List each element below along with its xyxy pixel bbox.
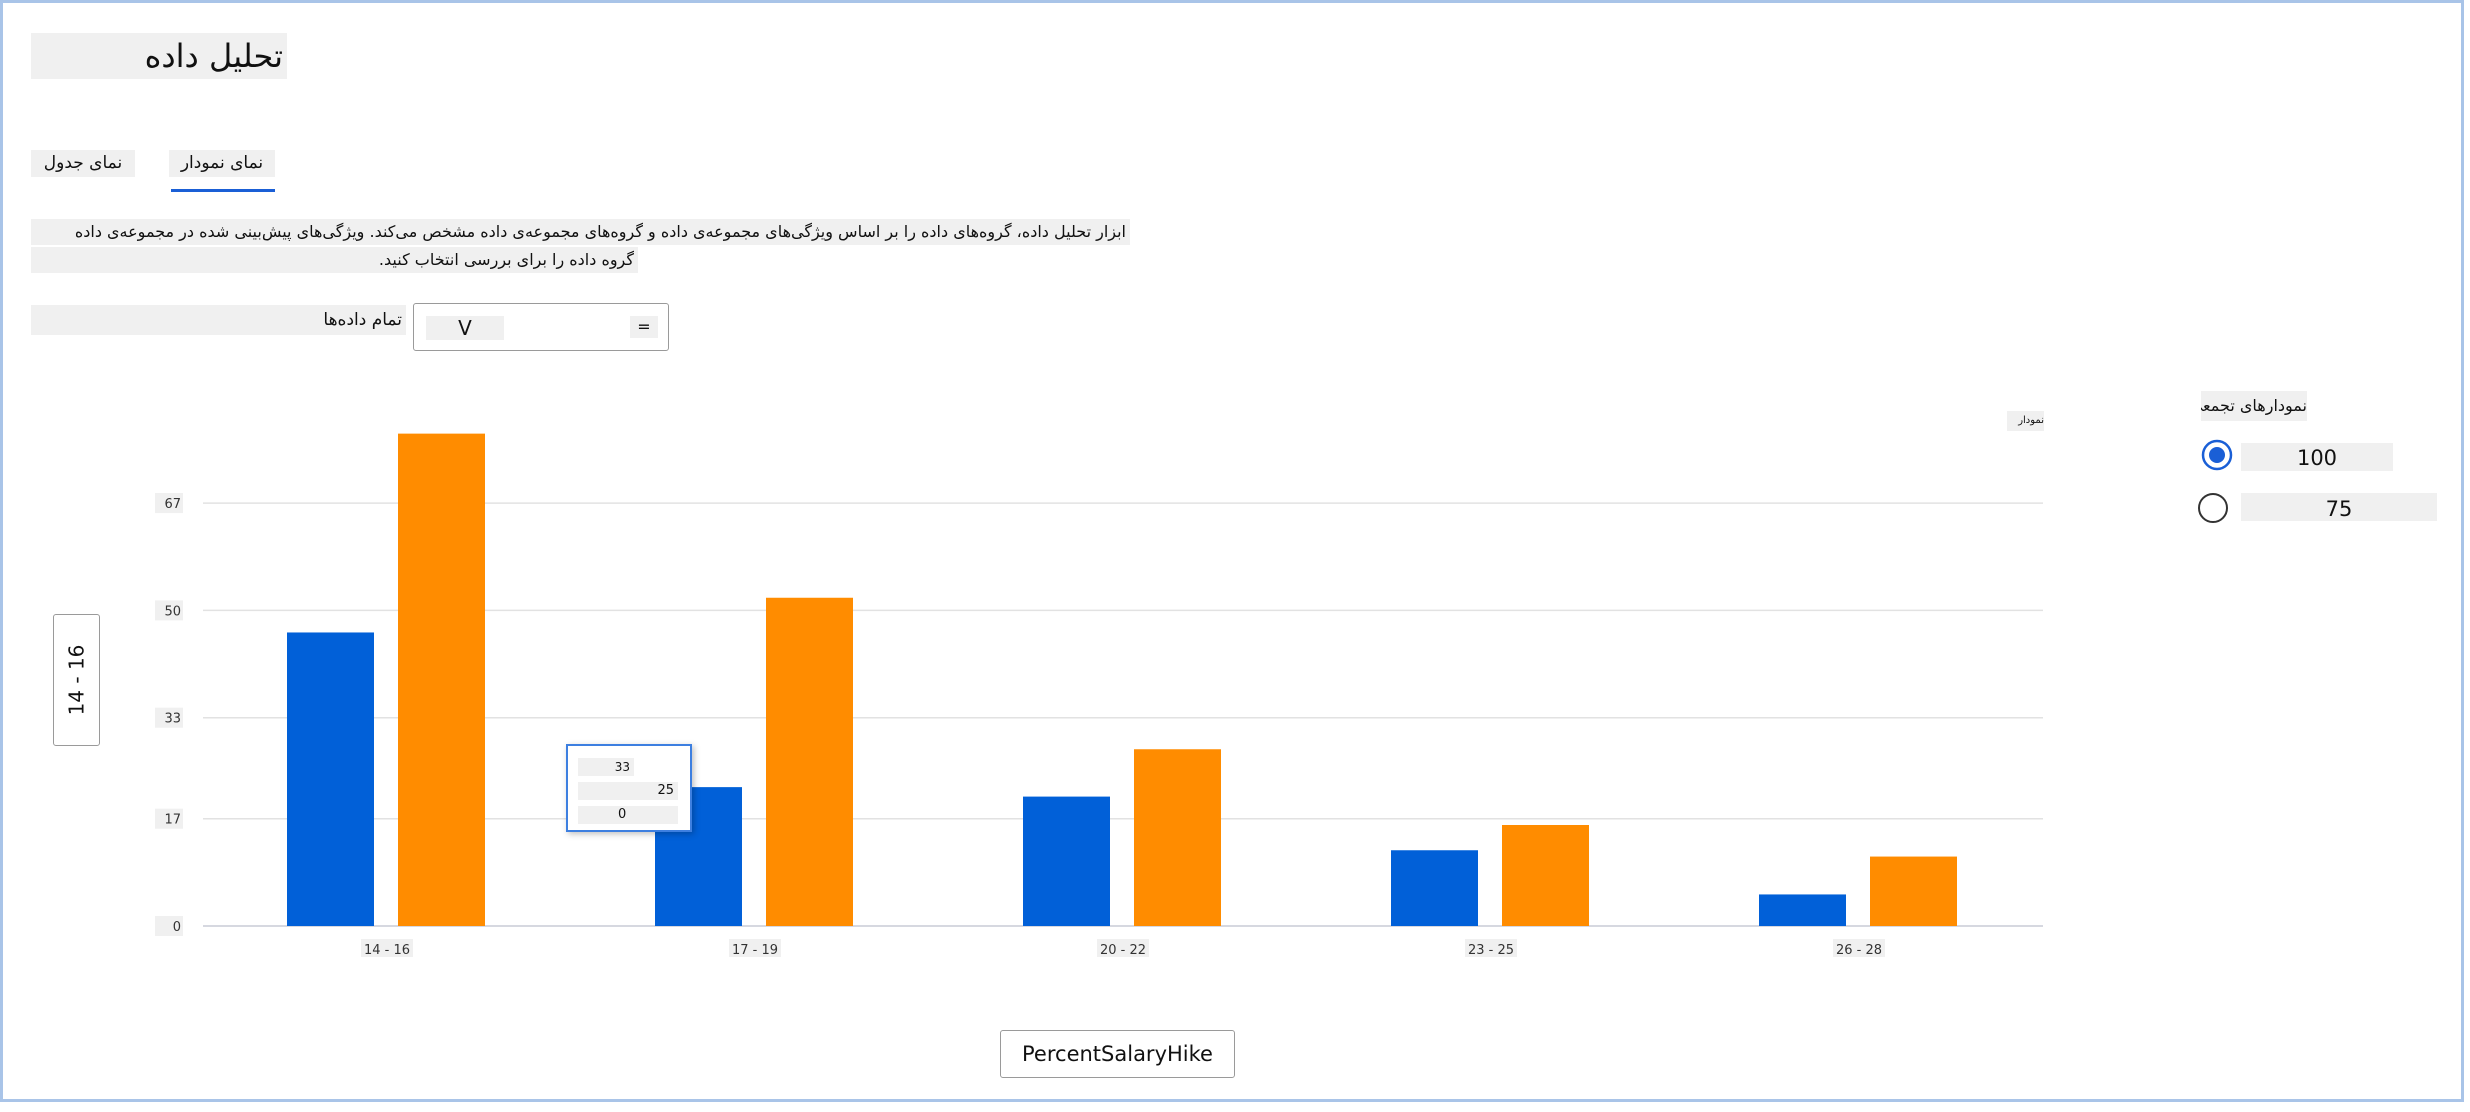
filter-dropdown[interactable]: V = xyxy=(413,303,669,351)
y-tick-label: 33 xyxy=(164,712,181,727)
bar xyxy=(287,632,374,926)
dropdown-operator: = xyxy=(630,316,658,338)
y-axis-selector[interactable]: 14 - 16 xyxy=(53,614,100,746)
y-tick-label: 67 xyxy=(164,497,181,512)
tooltip: 33 25 0 xyxy=(566,744,692,832)
panel-title: نمودارهای تجمعی xyxy=(2201,391,2307,421)
tick-label-bg xyxy=(361,939,413,957)
dropdown-value: V xyxy=(426,316,504,340)
bar xyxy=(1391,850,1478,926)
tab-active[interactable]: نمای نمودار xyxy=(169,150,275,177)
y-tick-label: 50 xyxy=(164,604,181,619)
y-tick-label: 17 xyxy=(164,813,181,828)
tick-label-bg xyxy=(155,493,183,514)
radio-label: 75 xyxy=(2241,493,2437,521)
bar xyxy=(766,597,853,926)
description-line: ابزار تحلیل داده، گروه‌های داده را بر اس… xyxy=(31,219,1130,245)
tick-label-bg xyxy=(1833,939,1885,957)
page-title: تحلیل داده xyxy=(31,33,287,79)
bar xyxy=(1023,796,1110,926)
chart-tag: نمودار xyxy=(2007,411,2044,431)
tick-label-bg xyxy=(155,916,183,936)
tick-label-bg xyxy=(1465,939,1517,957)
bar xyxy=(1134,749,1221,926)
x-tick-label: 20 - 22 xyxy=(1100,943,1146,958)
x-tick-label: 26 - 28 xyxy=(1836,943,1882,958)
tick-label-bg xyxy=(729,939,781,957)
bar xyxy=(398,433,485,926)
x-tick-label: 17 - 19 xyxy=(732,943,778,958)
tooltip-title: 33 xyxy=(578,758,634,776)
tick-label-bg xyxy=(155,600,183,621)
tooltip-row: 25 xyxy=(578,782,678,800)
tick-label-bg xyxy=(1097,939,1149,957)
x-tick-label: 14 - 16 xyxy=(364,943,410,958)
filter-label: تمام داده‌ها xyxy=(31,305,406,335)
bar xyxy=(1502,825,1589,926)
chart: 0 17 33 50 67 14 - 16 17 - 19 20 - 22 23 - 25 26 … xyxy=(155,433,2043,958)
tab-underline xyxy=(171,189,275,192)
tab[interactable]: نمای جدول xyxy=(31,150,135,177)
radio-label: 100 xyxy=(2241,443,2393,471)
radio-group xyxy=(2198,439,2233,523)
x-axis-selector[interactable]: PercentSalaryHike xyxy=(1000,1030,1235,1078)
tick-label-bg xyxy=(155,707,183,728)
description-line: گروه داده را برای بررسی انتخاب کنید. xyxy=(31,247,638,273)
y-tick-label: 0 xyxy=(173,920,181,935)
x-tick-label: 23 - 25 xyxy=(1468,943,1514,958)
tick-label-bg xyxy=(155,808,183,829)
radio[interactable] xyxy=(2198,493,2228,523)
bar xyxy=(1759,894,1846,926)
radio-dot xyxy=(2209,447,2225,463)
bar xyxy=(1870,856,1957,926)
tooltip-row: 0 xyxy=(578,806,678,824)
